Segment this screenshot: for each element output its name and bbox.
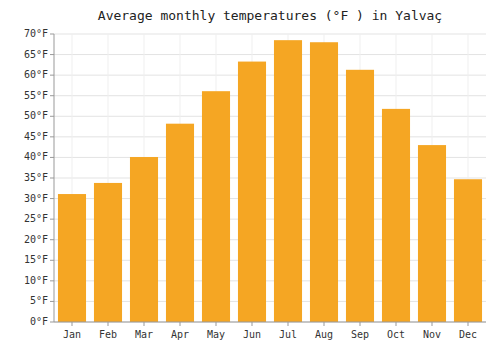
y-tick-label: 30°F	[24, 193, 48, 204]
y-grid-line	[54, 34, 486, 35]
y-tick	[50, 280, 54, 281]
grid	[54, 34, 486, 322]
y-tick-label: 40°F	[24, 151, 48, 162]
y-grid-line	[54, 116, 486, 117]
x-tick	[252, 322, 253, 326]
x-tick	[324, 322, 325, 326]
y-tick-label: 65°F	[24, 49, 48, 60]
x-tick-label: Feb	[99, 329, 117, 340]
x-tick-label: Jan	[63, 329, 81, 340]
y-tick-label: 5°F	[30, 295, 48, 306]
x-tick-label: Apr	[171, 329, 189, 340]
x-tick-label: Jun	[243, 329, 261, 340]
y-tick	[50, 136, 54, 137]
x-tick	[360, 322, 361, 326]
y-tick	[50, 219, 54, 220]
title: Average monthly temperatures (°F ) in Ya…	[98, 8, 442, 23]
bar	[58, 194, 86, 322]
x-tick-label: Jul	[279, 329, 297, 340]
y-tick	[50, 34, 54, 35]
y-grid-line	[54, 95, 486, 96]
x-tick	[180, 322, 181, 326]
y-tick	[50, 157, 54, 158]
y-tick-label: 60°F	[24, 69, 48, 80]
y-grid-line	[54, 322, 486, 323]
y-tick-label: 15°F	[24, 254, 48, 265]
y-tick	[50, 116, 54, 117]
x-tick	[468, 322, 469, 326]
y-tick-label: 55°F	[24, 90, 48, 101]
y-tick-label: 25°F	[24, 213, 48, 224]
y-tick-label: 50°F	[24, 110, 48, 121]
bar	[202, 91, 230, 322]
x-tick	[432, 322, 433, 326]
y-tick	[50, 198, 54, 199]
y-tick-label: 0°F	[30, 316, 48, 327]
bar	[238, 62, 266, 322]
bar	[94, 183, 122, 322]
bar	[274, 40, 302, 322]
bar	[454, 179, 482, 322]
x-tick-label: Sep	[351, 329, 369, 340]
x-tick-label: Oct	[387, 329, 405, 340]
x-tick-label: Nov	[423, 329, 441, 340]
y-tick-label: 45°F	[24, 131, 48, 142]
y-tick-label: 35°F	[24, 172, 48, 183]
x-tick	[288, 322, 289, 326]
y-tick-label: 10°F	[24, 275, 48, 286]
y-tick	[50, 301, 54, 302]
x-tick	[144, 322, 145, 326]
bar	[346, 70, 374, 322]
y-tick	[50, 322, 54, 323]
x-tick-label: Mar	[135, 329, 153, 340]
y-tick	[50, 75, 54, 76]
y-grid-line	[54, 54, 486, 55]
x-tick	[396, 322, 397, 326]
y-tick	[50, 178, 54, 179]
y-tick	[50, 54, 54, 55]
page: {"chart_data": {"type": "bar", "title": …	[0, 0, 500, 350]
y-grid-line	[54, 75, 486, 76]
x-axis-line	[54, 322, 486, 323]
y-tick	[50, 239, 54, 240]
x-tick-label: Aug	[315, 329, 333, 340]
bar	[418, 145, 446, 322]
x-tick	[216, 322, 217, 326]
chart: 0°F 5°F 10°F 15°F 20°F 25°F 30°F 35°F 40°F 45°F 50…	[0, 0, 500, 350]
bars	[58, 40, 482, 322]
y-tick	[50, 95, 54, 96]
x-tick	[108, 322, 109, 326]
bar	[130, 157, 158, 322]
x-tick-label: May	[207, 329, 225, 340]
bar	[310, 42, 338, 322]
y-grid-line	[54, 136, 486, 137]
x-tick	[72, 322, 73, 326]
bar	[382, 109, 410, 322]
y-tick-label: 70°F	[24, 28, 48, 39]
x-tick-label: Dec	[459, 329, 477, 340]
bar	[166, 124, 194, 322]
axes: 0°F 5°F 10°F 15°F 20°F 25°F 30°F 35°F 40°F 45°F 50…	[24, 28, 486, 340]
y-tick	[50, 260, 54, 261]
y-tick-label: 20°F	[24, 234, 48, 245]
